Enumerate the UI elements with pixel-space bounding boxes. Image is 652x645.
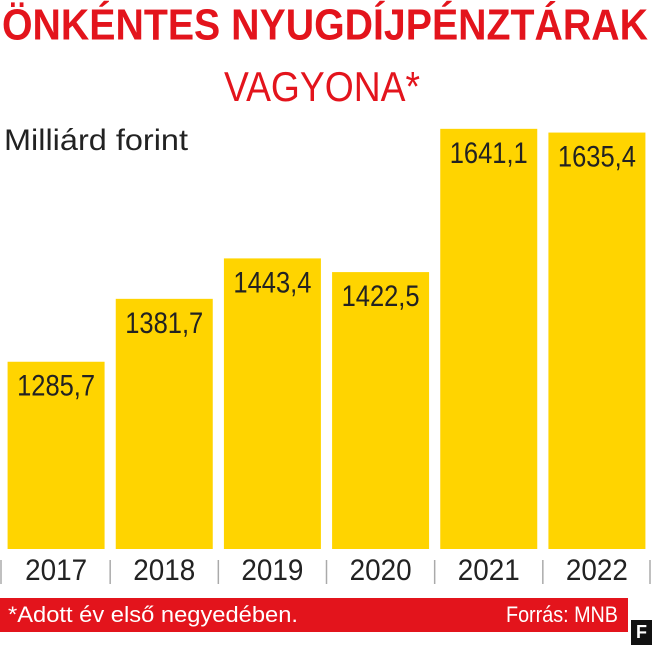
x-tick-label: 2019 — [241, 554, 303, 587]
bar — [440, 128, 538, 549]
chart-title: ÖNKÉNTES NYUGDÍJPÉNZTÁRAK — [2, 0, 648, 50]
bar — [548, 132, 646, 550]
value-label: 1381,7 — [125, 307, 203, 340]
x-tick-label: 2021 — [458, 554, 520, 587]
bar — [115, 298, 213, 549]
x-tick-label: 2022 — [566, 554, 628, 587]
x-tick-label: 2017 — [25, 554, 87, 587]
x-tick-label: 2020 — [350, 554, 412, 587]
logo: F — [636, 622, 647, 642]
source: Forrás: MNB — [506, 602, 618, 627]
x-tick-label: 2018 — [133, 554, 195, 587]
footnote: *Adott év első negyedében. — [8, 602, 298, 627]
bar — [332, 272, 430, 549]
bar — [7, 361, 105, 549]
y-axis-label: Milliárd forint — [4, 124, 189, 157]
chart-subtitle: VAGYONA* — [224, 63, 420, 110]
value-label: 1635,4 — [558, 140, 636, 173]
bar — [223, 258, 321, 549]
value-label: 1285,7 — [17, 370, 95, 403]
value-label: 1443,4 — [233, 266, 311, 299]
footer-band — [0, 598, 628, 632]
value-label: 1422,5 — [342, 280, 420, 313]
logo-box — [631, 620, 652, 645]
value-label: 1641,1 — [450, 137, 528, 170]
